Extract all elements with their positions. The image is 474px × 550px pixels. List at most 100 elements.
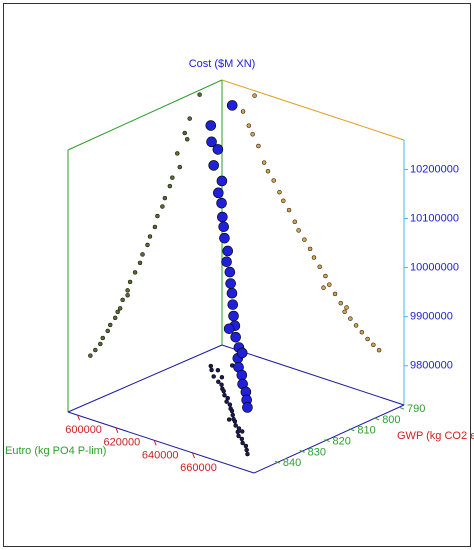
z-tick-label: 10200000	[410, 163, 459, 175]
frame	[3, 3, 471, 547]
yz-projection	[125, 288, 130, 293]
data-point	[217, 211, 228, 223]
yz-projection	[112, 315, 118, 321]
floor-edge	[67, 344, 223, 413]
xz-projection	[292, 219, 298, 225]
y-tick	[349, 428, 355, 432]
xy-projection	[211, 374, 216, 379]
xz-projection	[365, 336, 370, 342]
xy-projection	[219, 375, 225, 380]
x-tick-label: 640000	[142, 449, 179, 461]
y-tick	[398, 406, 405, 410]
floor-edge	[67, 411, 255, 474]
yz-projection	[175, 151, 180, 156]
xz-projection	[323, 273, 328, 279]
x-tick	[77, 414, 81, 421]
data-point	[218, 221, 229, 233]
data-point	[242, 402, 253, 413]
z-axis-title: Cost ($M XN)	[189, 58, 256, 70]
xy-projection	[245, 451, 250, 457]
yz-projection	[120, 297, 125, 303]
xy-projection	[240, 440, 245, 446]
x-tick-label: 660000	[180, 462, 217, 474]
xz-projection	[321, 285, 326, 290]
y-tick	[374, 417, 380, 421]
floor-edge	[253, 404, 405, 474]
xz-projection	[256, 143, 261, 149]
wall-edge	[67, 79, 223, 151]
x-tick	[192, 452, 195, 459]
z-tick-label: 10000000	[410, 261, 459, 273]
yz-projection	[98, 341, 103, 347]
xz-projection	[332, 291, 338, 297]
xy-projection	[219, 382, 224, 387]
xy-projection	[216, 379, 221, 385]
yz-projection	[107, 322, 113, 328]
xz-projection	[296, 228, 301, 233]
yz-projection	[167, 183, 173, 189]
xz-projection	[317, 264, 322, 270]
data-point	[226, 100, 238, 111]
yz-projection	[162, 195, 168, 201]
data-point	[225, 278, 236, 289]
yz-projection	[137, 260, 143, 266]
yz-projection	[93, 347, 98, 353]
x-tick-label: 620000	[104, 437, 141, 449]
y-tick	[299, 449, 305, 453]
xz-projection	[302, 237, 307, 242]
xz-projection	[311, 255, 317, 260]
x-tick	[115, 427, 119, 433]
xy-projection	[232, 419, 238, 424]
yz-projection	[187, 116, 192, 121]
yz-projection	[100, 335, 106, 341]
yz-projection	[152, 224, 158, 230]
yz-projection	[147, 234, 153, 239]
yz-projection	[160, 204, 165, 209]
xy-projection	[226, 417, 232, 422]
wall-edge	[221, 79, 405, 141]
data-point	[224, 266, 236, 278]
data-point	[216, 175, 228, 187]
xy-projection	[209, 367, 214, 373]
data-point	[208, 160, 219, 171]
data-point	[236, 369, 248, 381]
yz-projection	[140, 252, 145, 257]
xy-projection	[235, 429, 241, 435]
yz-projection	[88, 353, 93, 358]
xy-projection	[243, 443, 249, 449]
xy-projection	[236, 433, 241, 439]
xy-projection	[221, 388, 226, 394]
xz-projection	[277, 189, 282, 195]
data-point	[236, 347, 248, 359]
xz-projection	[338, 300, 344, 306]
yz-projection	[117, 306, 123, 311]
data-point	[223, 323, 235, 335]
z-tick-label: 9800000	[410, 360, 453, 372]
xz-projection	[252, 93, 257, 98]
xz-projection	[327, 282, 332, 287]
xy-projection	[239, 436, 245, 442]
data-point	[213, 187, 224, 199]
x-tick	[153, 440, 157, 446]
data-point	[205, 120, 217, 131]
y-tick-label: 840	[283, 457, 301, 469]
y-tick-label: 810	[357, 425, 375, 437]
z-tick-label: 9900000	[410, 311, 453, 323]
xz-projection	[286, 207, 292, 213]
y-tick-label: 820	[333, 435, 351, 447]
y-tick	[274, 460, 281, 464]
yz-projection	[132, 270, 138, 275]
yz-projection	[182, 130, 187, 136]
xy-projection	[229, 408, 235, 414]
xz-projection	[342, 309, 347, 315]
xz-projection	[344, 305, 349, 310]
xz-projection	[281, 198, 286, 204]
data-point	[219, 232, 230, 244]
xy-projection	[224, 399, 229, 404]
xz-projection	[240, 109, 246, 114]
x-axis-title: Eutro (kg PO4 P-lim)	[5, 445, 106, 457]
xy-projection	[227, 402, 233, 407]
yz-projection	[170, 175, 175, 180]
yz-projection	[145, 242, 150, 248]
xz-projection	[250, 132, 255, 137]
